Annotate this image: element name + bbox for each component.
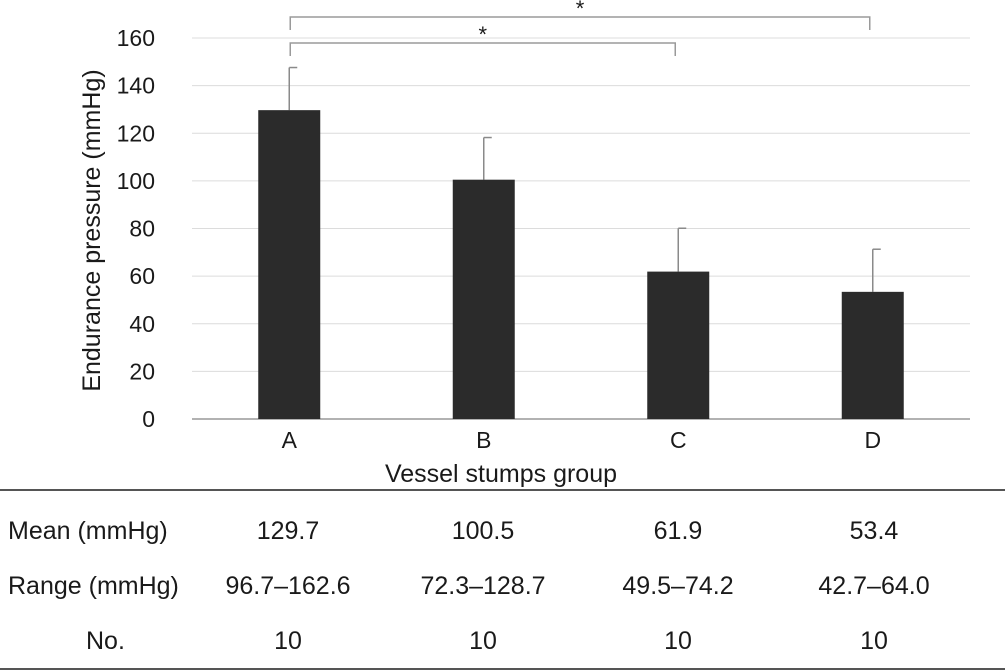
table-row-mean: Mean (mmHg) 129.7 100.5 61.9 53.4 (0, 509, 1005, 553)
significance-bracket (289, 42, 676, 56)
x-tick-label: B (476, 427, 491, 453)
row-label: No. (86, 627, 125, 655)
y-tick-label: 120 (117, 120, 155, 146)
table-cell: 10 (664, 627, 692, 655)
bar-B (452, 179, 515, 419)
y-tick-label: 80 (129, 216, 155, 242)
row-label: Range (mmHg) (8, 572, 179, 600)
table-cell: 42.7–64.0 (818, 572, 930, 600)
table-cell: 100.5 (451, 517, 515, 545)
table-row-range: Range (mmHg) 96.7–162.6 72.3–128.7 49.5–… (0, 564, 1005, 608)
stats-table: Mean (mmHg) 129.7 100.5 61.9 53.4 Range … (0, 489, 1005, 670)
table-cell: 10 (860, 627, 888, 655)
y-tick-label: 140 (117, 73, 155, 99)
bar-A (258, 110, 321, 419)
table-cell: 10 (274, 627, 302, 655)
table-cell: 61.9 (653, 517, 703, 545)
bar-C (647, 271, 710, 419)
row-label: Mean (mmHg) (8, 517, 168, 545)
y-axis-title: Endurance pressure (mmHg) (78, 69, 106, 391)
significance-star: * (478, 22, 487, 47)
y-tick-label: 160 (117, 25, 155, 51)
table-cell: 96.7–162.6 (225, 572, 351, 600)
y-tick-label: 20 (129, 358, 155, 384)
y-tick-label: 60 (129, 263, 155, 289)
x-axis-title: Vessel stumps group (385, 460, 617, 488)
x-tick-label: C (670, 427, 687, 453)
y-tick-label: 0 (142, 406, 155, 432)
table-cell: 49.5–74.2 (622, 572, 734, 600)
y-tick-label: 100 (117, 168, 155, 194)
significance-bracket (289, 16, 871, 30)
bar-chart: 0 20 40 60 80 100 120 140 160 A B C D Vessel stumps g… (78, 0, 970, 488)
table-cell: 72.3–128.7 (420, 572, 546, 600)
bar-D (841, 291, 904, 419)
table-cell: 53.4 (849, 517, 899, 545)
significance-star: * (576, 0, 585, 21)
x-tick-label: D (864, 427, 881, 453)
table-cell: 10 (469, 627, 497, 655)
y-tick-label: 40 (129, 311, 155, 337)
x-tick-label: A (282, 427, 298, 453)
table-cell: 129.7 (256, 517, 320, 545)
table-row-count: No. 10 10 10 10 (0, 619, 1005, 663)
